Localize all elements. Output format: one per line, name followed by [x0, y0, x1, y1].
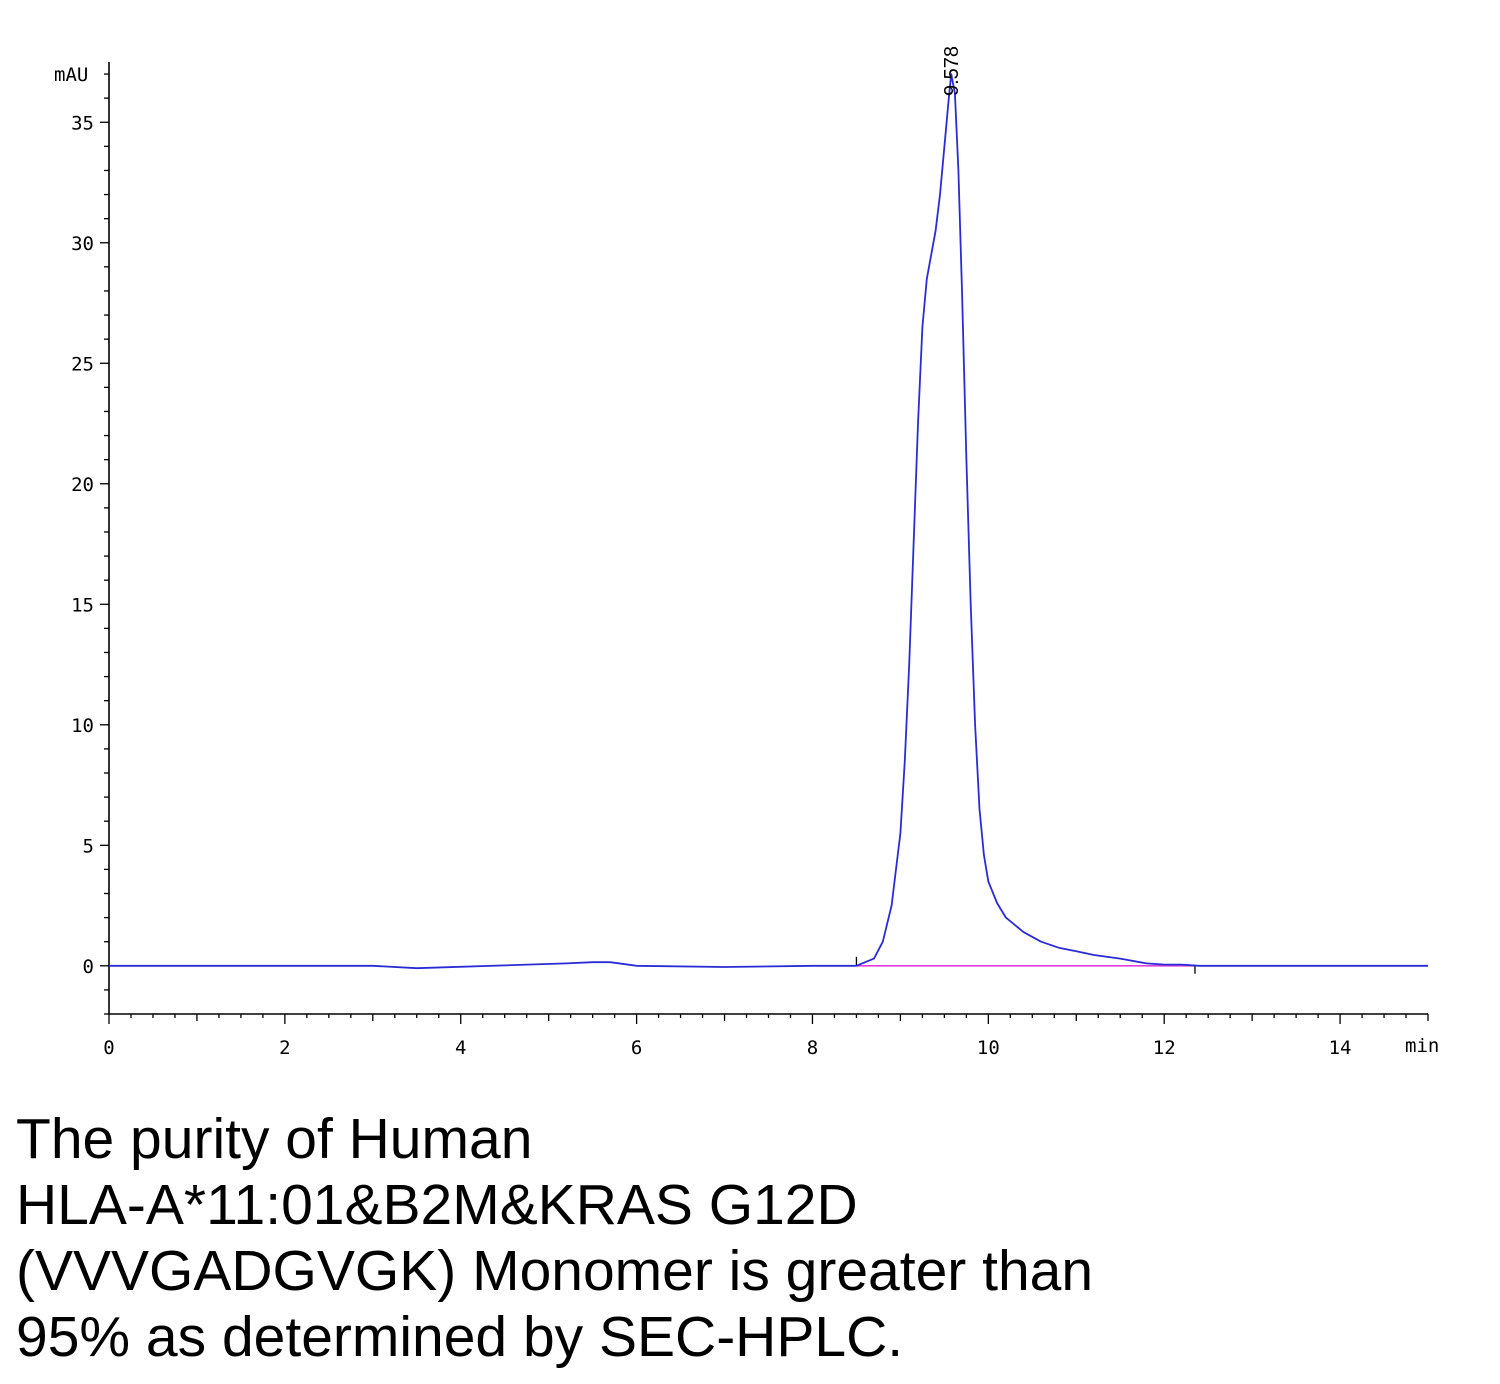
- caption-line: The purity of Human: [16, 1107, 533, 1171]
- y-tick-label: 30: [71, 233, 94, 255]
- y-tick-label: 10: [71, 715, 94, 737]
- x-tick-label: 10: [977, 1037, 1000, 1059]
- chromatogram-chart: 0 5 10 15 20 25 30 35 0 2 4 6 8 10 12 14 mAU min 9.578: [54, 46, 1439, 1059]
- x-axis-unit-label: min: [1405, 1035, 1439, 1057]
- x-tick-label: 12: [1153, 1037, 1176, 1059]
- x-tick-label: 0: [103, 1037, 114, 1059]
- peak-retention-time-label: 9.578: [941, 46, 963, 96]
- caption-line: (VVVGADGVGK) Monomer is greater than: [16, 1239, 1094, 1303]
- caption-line: 95% as determined by SEC-HPLC.: [16, 1305, 904, 1369]
- y-tick-label: 25: [71, 353, 94, 375]
- y-tick-label: 5: [83, 835, 94, 857]
- y-tick-label: 0: [83, 956, 94, 978]
- caption-line: HLA-A*11:01&B2M&KRAS G12D: [16, 1173, 858, 1237]
- x-tick-label: 8: [807, 1037, 818, 1059]
- chromatogram-trace: [109, 73, 1428, 970]
- y-tick-label: 20: [71, 474, 94, 496]
- x-tick-label: 4: [455, 1037, 466, 1059]
- y-axis-unit-label: mAU: [54, 64, 88, 86]
- y-axis: 0 5 10 15 20 25 30 35: [71, 62, 110, 1015]
- x-axis: 0 2 4 6 8 10 12 14: [103, 1013, 1429, 1059]
- x-tick-label: 14: [1329, 1037, 1352, 1059]
- y-tick-label: 35: [71, 112, 94, 134]
- y-tick-label: 15: [71, 594, 94, 616]
- series-group: [109, 73, 1428, 970]
- x-tick-label: 6: [631, 1037, 642, 1059]
- figure-caption: The purity of Human HLA-A*11:01&B2M&KRAS…: [16, 1106, 1476, 1370]
- x-tick-label: 2: [279, 1037, 290, 1059]
